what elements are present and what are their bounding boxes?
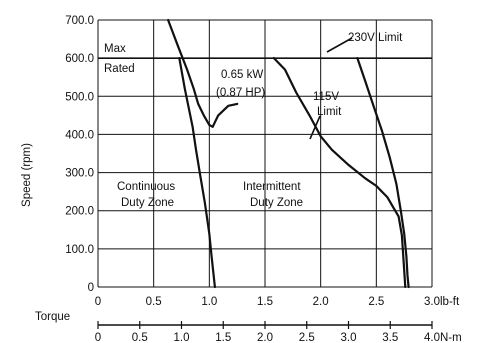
pointer-115v (309, 115, 321, 140)
x-tick-label-nm: 0 (95, 332, 101, 343)
series-line-1 (178, 56, 216, 289)
series-line-2 (272, 56, 407, 289)
x-tick-label-lbft: 2.0 (313, 296, 329, 308)
annotation-115v: 115V (313, 91, 339, 103)
y-tick-label: 200.0 (65, 206, 94, 218)
x-tick-label-lbft: 2.5 (368, 296, 384, 308)
x-tick-label-lbft: 0 (95, 296, 101, 308)
annotation-rated: Rated (104, 63, 135, 75)
y-tick-label: 100.0 (65, 244, 94, 256)
series-line-0 (167, 18, 239, 128)
y-tick-label: 500.0 (65, 91, 94, 103)
annotation-115v-limit: Limit (317, 106, 342, 118)
x-tick-label-nm: 3.5 (382, 332, 398, 343)
annotation-continuous-zone: Duty Zone (121, 197, 174, 209)
y-axis-title: Speed (rpm) (21, 143, 33, 207)
series-layer (98, 18, 432, 289)
x-tick-label-nm: 4.0 (424, 332, 440, 343)
y-tick-label: 600.0 (65, 53, 94, 65)
annotation-intermittent: Intermittent (243, 181, 301, 193)
x-tick-label-nm: 2.5 (299, 332, 315, 343)
y-tick-label: 0 (88, 282, 94, 294)
x-tick-label-lbft: 0.5 (146, 296, 162, 308)
annotation-230v-limit: 230V Limit (348, 32, 403, 44)
x-tick-label-nm: 0.5 (132, 332, 148, 343)
y-tick-label: 700.0 (65, 15, 94, 27)
x-tick-label-nm: 1.5 (215, 332, 231, 343)
annotation-continuous: Continuous (117, 181, 175, 193)
series-line-3 (356, 56, 410, 289)
x-tick-label-nm: 2.0 (257, 332, 273, 343)
x-tick-label-nm: 3.0 (341, 332, 357, 343)
x-tick-label-nm: 1.0 (174, 332, 190, 343)
x-axis-unit-lbft: lb-ft (440, 296, 460, 308)
x-tick-label-lbft: 1.5 (257, 296, 273, 308)
grid-layer (97, 19, 433, 288)
annotation-power-hp: (0.87 HP) (216, 87, 265, 99)
pointer-230v (326, 37, 353, 53)
x-axis-unit-nm: N-m (440, 332, 462, 343)
annotation-max: Max (104, 43, 126, 55)
x-axis-title: Torque (35, 311, 70, 323)
x-tick-label-lbft: 3.0 (424, 296, 440, 308)
y-tick-label: 300.0 (65, 168, 94, 180)
annotation-power-kw: 0.65 kW (221, 69, 263, 81)
y-tick-label: 400.0 (65, 129, 94, 141)
x-tick-label-lbft: 1.0 (201, 296, 217, 308)
annotation-intermittent-zone: Duty Zone (250, 197, 303, 209)
